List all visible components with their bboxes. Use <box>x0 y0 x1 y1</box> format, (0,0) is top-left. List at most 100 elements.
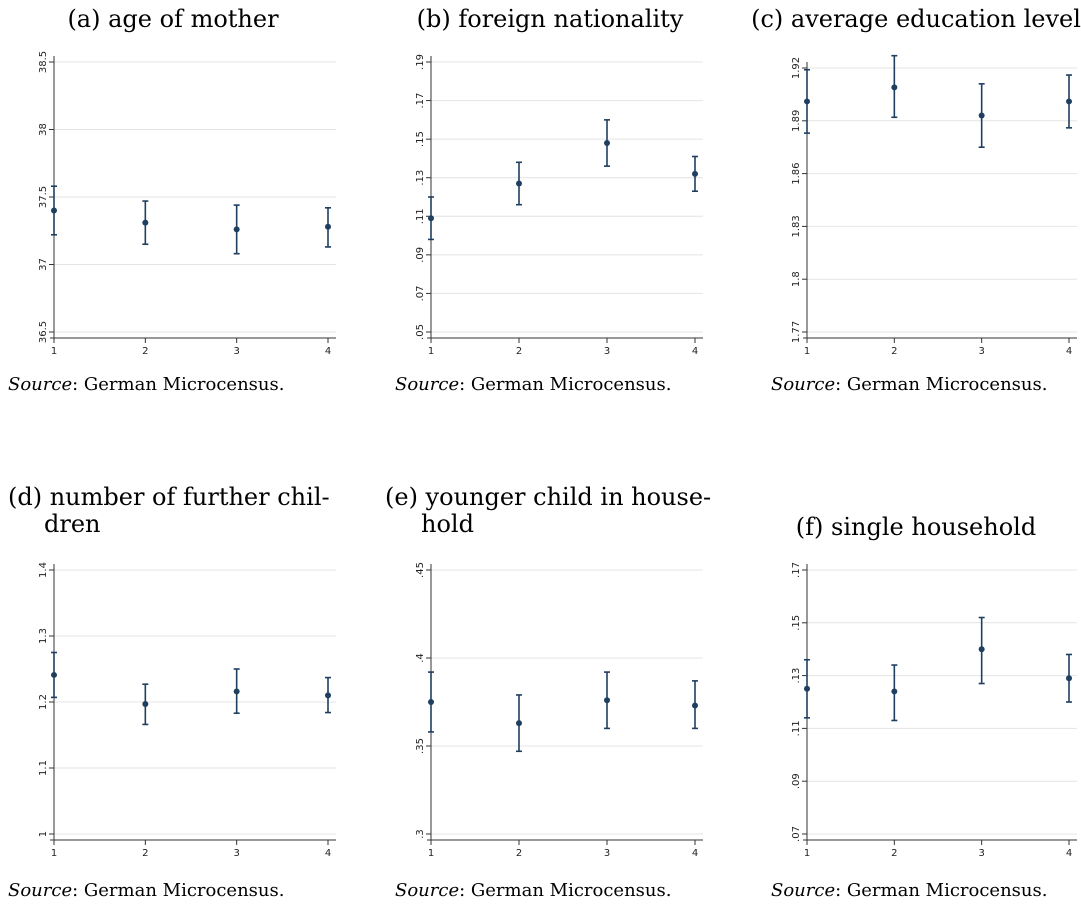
y-tick-label: 38 <box>38 123 49 136</box>
y-tick-label: .15 <box>415 131 426 147</box>
x-tick-label: 1 <box>51 848 57 859</box>
y-tick-label: 1.4 <box>38 562 49 578</box>
x-tick-label: 2 <box>891 346 897 357</box>
source-label: Source <box>771 374 836 395</box>
panel-title: (c) average education level <box>751 6 1081 33</box>
y-tick-label: .3 <box>415 829 426 839</box>
source-label: Source <box>395 880 460 901</box>
y-tick-label: .11 <box>415 208 426 224</box>
source-note: Source: German Microcensus. <box>395 374 671 395</box>
panel-title-line: (c) average education level <box>751 5 1081 33</box>
panel-title: (d) number of further chil- dren <box>8 484 338 538</box>
data-point <box>978 646 985 653</box>
y-tick-label: 37.5 <box>38 186 49 208</box>
y-tick-label: .09 <box>415 247 426 263</box>
source-text: : German Microcensus. <box>835 880 1048 901</box>
y-tick-label: .13 <box>791 668 802 684</box>
plot-area: .3 .35 .4 .45 1 2 3 4 <box>385 550 715 859</box>
plot-area: 1 1.1 1.2 1.3 1.4 1 2 3 4 <box>8 550 338 859</box>
source-note: Source: German Microcensus. <box>395 880 671 901</box>
x-tick-label: 3 <box>604 848 610 859</box>
data-point <box>978 112 985 119</box>
plot-area: 36.5 37 37.5 38 38.5 1 2 3 4 <box>8 48 338 357</box>
x-tick-label: 4 <box>325 346 331 357</box>
y-tick-label: .05 <box>415 324 426 340</box>
chart-svg: 1.77 1.8 1.83 1.86 1.89 1.92 1 2 3 4 <box>791 54 1077 357</box>
source-note: Source: German Microcensus. <box>8 880 284 901</box>
panel-title-line: (f) single household <box>795 513 1037 541</box>
x-tick-label: 3 <box>978 848 984 859</box>
x-tick-label: 1 <box>428 346 434 357</box>
panel-title-line: (d) number of further chil- <box>8 483 330 511</box>
plot-area: .07 .09 .11 .13 .15 .17 1 2 3 4 <box>751 550 1081 859</box>
y-tick-label: 37 <box>38 258 49 271</box>
data-point <box>804 98 810 105</box>
panel-title-line: dren <box>44 510 101 538</box>
chart-svg: 1 1.1 1.2 1.3 1.4 1 2 3 4 <box>38 562 336 859</box>
y-tick-label: .11 <box>791 720 802 736</box>
data-point <box>516 720 522 727</box>
y-tick-label: .07 <box>415 285 426 301</box>
data-point <box>51 207 57 214</box>
panel-title: (f) single household <box>751 514 1081 541</box>
x-tick-label: 2 <box>516 346 522 357</box>
y-tick-label: 1.86 <box>791 162 802 184</box>
y-tick-label: 38.5 <box>38 51 49 73</box>
data-point <box>325 223 331 230</box>
data-point <box>1066 98 1072 105</box>
source-note: Source: German Microcensus. <box>771 880 1047 901</box>
data-point <box>428 215 434 222</box>
y-tick-label: 1.8 <box>791 271 802 287</box>
y-tick-label: .07 <box>791 826 802 842</box>
data-point <box>233 688 240 695</box>
y-tick-label: 1.3 <box>38 628 49 644</box>
y-tick-label: .17 <box>415 93 426 109</box>
x-tick-label: 3 <box>233 346 239 357</box>
data-point <box>604 697 610 704</box>
panel-title: (e) younger child in house- hold <box>385 484 715 538</box>
source-label: Source <box>395 374 460 395</box>
x-tick-label: 3 <box>978 346 984 357</box>
source-note: Source: German Microcensus. <box>8 374 284 395</box>
x-tick-label: 1 <box>51 346 57 357</box>
chart-svg: .07 .09 .11 .13 .15 .17 1 2 3 4 <box>791 562 1077 859</box>
x-tick-label: 3 <box>233 848 239 859</box>
x-tick-label: 1 <box>428 848 434 859</box>
y-tick-label: .19 <box>415 54 426 70</box>
chart-svg: .3 .35 .4 .45 1 2 3 4 <box>415 562 703 859</box>
y-tick-label: 1 <box>38 831 49 837</box>
panel-title: (b) foreign nationality <box>385 6 715 33</box>
source-label: Source <box>8 374 73 395</box>
y-tick-label: 1.92 <box>791 57 802 79</box>
source-text: : German Microcensus. <box>835 374 1048 395</box>
x-tick-label: 1 <box>804 848 810 859</box>
y-tick-label: .4 <box>415 653 426 663</box>
data-point <box>804 685 810 692</box>
x-tick-label: 3 <box>604 346 610 357</box>
data-point <box>142 700 149 707</box>
y-tick-label: .09 <box>791 773 802 789</box>
x-tick-label: 1 <box>804 346 810 357</box>
x-tick-label: 2 <box>142 848 148 859</box>
x-tick-label: 4 <box>692 848 698 859</box>
source-text: : German Microcensus. <box>459 880 672 901</box>
data-point <box>325 692 331 699</box>
y-tick-label: 1.83 <box>791 215 802 237</box>
data-point <box>1066 675 1072 682</box>
source-text: : German Microcensus. <box>72 374 285 395</box>
y-tick-label: 1.1 <box>38 760 49 776</box>
source-note: Source: German Microcensus. <box>771 374 1047 395</box>
panel-title-line: hold <box>421 510 474 538</box>
x-tick-label: 2 <box>516 848 522 859</box>
x-tick-label: 4 <box>1066 848 1072 859</box>
y-tick-label: 1.89 <box>791 110 802 132</box>
data-point <box>692 170 698 177</box>
source-label: Source <box>8 880 73 901</box>
data-point <box>51 671 57 678</box>
data-point <box>891 84 898 91</box>
y-tick-label: 1.77 <box>791 321 802 343</box>
y-tick-label: 1.2 <box>38 694 49 710</box>
y-tick-label: .17 <box>791 562 802 578</box>
panel-title: (a) age of mother <box>8 6 338 33</box>
x-tick-label: 2 <box>142 346 148 357</box>
